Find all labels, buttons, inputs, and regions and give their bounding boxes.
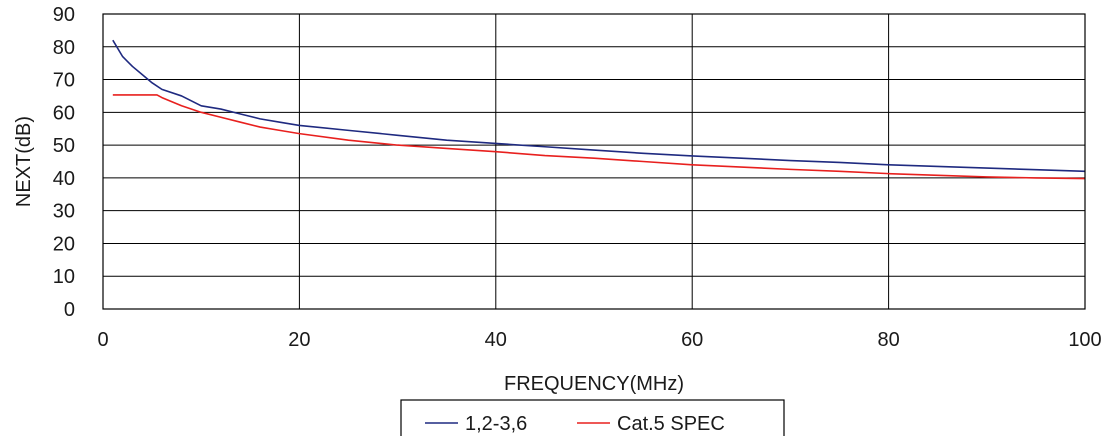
x-tick-label: 100 xyxy=(1068,329,1101,351)
series-lines xyxy=(112,39,1086,180)
grid xyxy=(102,13,1086,310)
x-axis-title: FREQUENCY(MHz) xyxy=(504,373,684,395)
y-tick-label: 60 xyxy=(53,102,75,124)
y-tick-label: 20 xyxy=(53,233,75,255)
x-tick-label: 60 xyxy=(681,329,703,351)
series-line-1 xyxy=(112,94,1086,180)
legend-label-cat5-spec: Cat.5 SPEC xyxy=(617,413,725,435)
legend: 1,2-3,6 Cat.5 SPEC xyxy=(400,399,785,436)
y-tick-label: 50 xyxy=(53,135,75,157)
x-tick-label: 40 xyxy=(485,329,507,351)
legend-box xyxy=(400,399,785,436)
series-line-0 xyxy=(112,39,1086,173)
plot-frame xyxy=(102,13,1086,310)
legend-label-1-2-3-6: 1,2-3,6 xyxy=(465,413,527,435)
x-tick-label: 80 xyxy=(877,329,899,351)
y-tick-label: 70 xyxy=(53,70,75,92)
y-tick-label: 80 xyxy=(53,37,75,59)
x-tick-label: 20 xyxy=(288,329,310,351)
y-axis-title: NEXT(dB) xyxy=(13,116,35,207)
tick-labels: 0 10 20 30 40 50 60 70 80 90 0 20 40 60 80 100 xyxy=(53,4,1102,351)
y-tick-label: 30 xyxy=(53,201,75,223)
y-tick-label: 90 xyxy=(53,4,75,26)
y-tick-label: 40 xyxy=(53,168,75,190)
y-tick-label: 10 xyxy=(53,266,75,288)
x-tick-label: 0 xyxy=(97,329,108,351)
y-tick-label: 0 xyxy=(64,299,75,321)
